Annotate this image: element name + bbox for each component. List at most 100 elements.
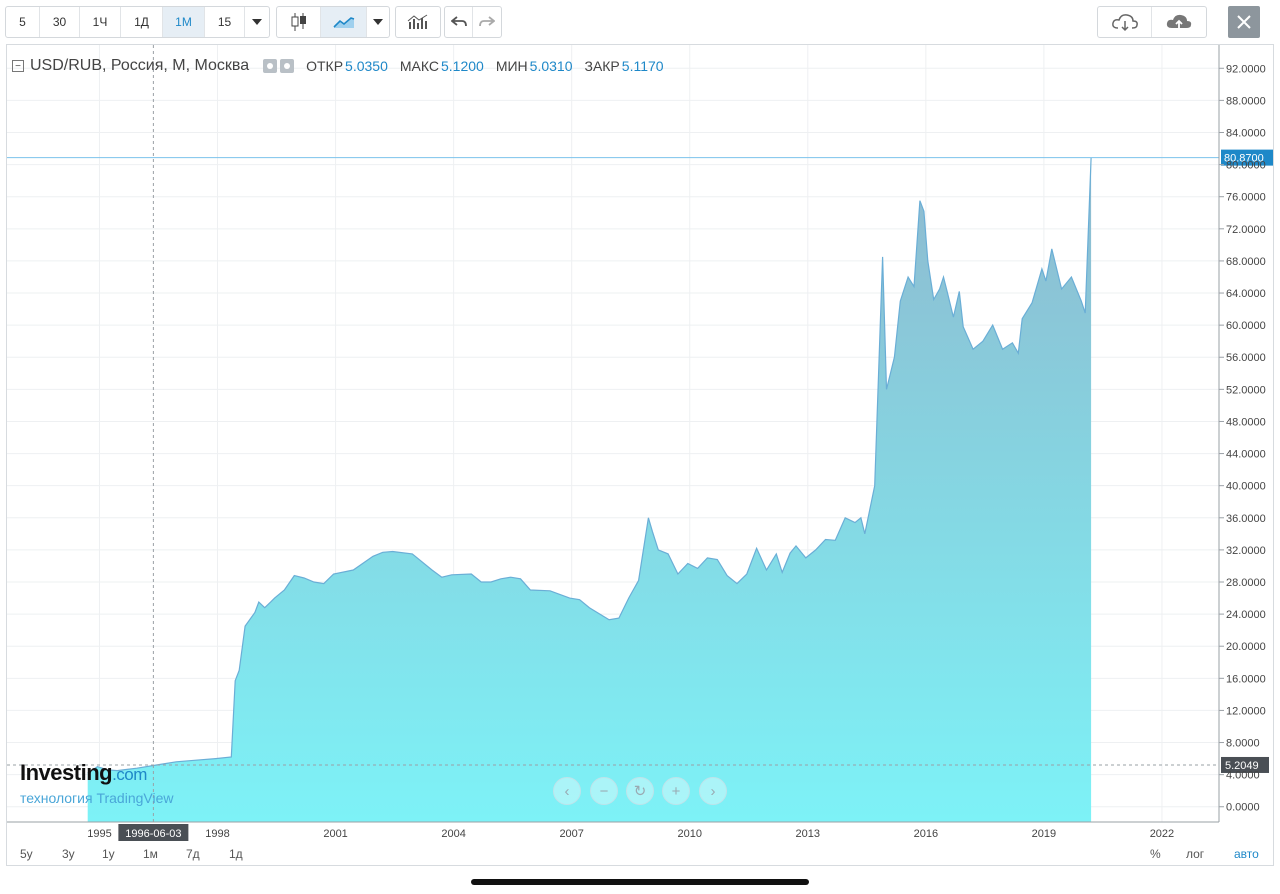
y-tick-label: 60.0000: [1226, 320, 1266, 332]
last-price-label: 80.8700: [1224, 153, 1264, 165]
range-1m[interactable]: 1м: [143, 847, 158, 861]
area-fill: [87, 157, 1092, 823]
range-7d[interactable]: 7д: [186, 847, 200, 861]
interval-1m[interactable]: 1М: [163, 7, 205, 37]
open-label: ОТКР: [306, 58, 344, 74]
interval-dropdown-button[interactable]: [245, 7, 269, 37]
y-tick-label: 56.0000: [1226, 352, 1266, 364]
collapse-legend-icon[interactable]: −: [12, 60, 24, 72]
chevron-left-icon: ‹: [564, 782, 570, 800]
cloud-upload-button[interactable]: [1152, 7, 1206, 37]
reset-icon: ↻: [633, 783, 647, 800]
plus-icon: +: [671, 782, 681, 800]
close-button[interactable]: [1228, 6, 1260, 38]
candlestick-icon: [291, 13, 306, 31]
caret-down-icon: [252, 19, 262, 25]
x-tick-label: 2010: [677, 828, 701, 840]
undo-button[interactable]: [445, 7, 473, 37]
interval-15[interactable]: 15: [205, 7, 245, 37]
y-tick-label: 0.0000: [1226, 802, 1260, 814]
close-label: ЗАКР: [584, 58, 620, 74]
y-tick-label: 12.0000: [1226, 705, 1266, 717]
y-tick-label: 20.0000: [1226, 641, 1266, 653]
logo-suffix: .com: [112, 765, 147, 784]
crosshair-date-badge: [118, 824, 189, 841]
indicators-group: [395, 6, 441, 38]
y-tick-label: 84.0000: [1226, 127, 1266, 139]
series-line: [87, 157, 1092, 774]
scroll-right-button[interactable]: ›: [699, 777, 727, 805]
settings-icon[interactable]: [280, 59, 295, 73]
cloud-download-button[interactable]: [1098, 7, 1152, 37]
chart-type-dropdown-button[interactable]: [367, 7, 389, 37]
cloud-upload-icon: [1166, 14, 1192, 30]
range-1d[interactable]: 1д: [229, 847, 243, 861]
percent-scale-button[interactable]: %: [1150, 847, 1161, 861]
low-value: 5.0310: [529, 58, 573, 74]
y-tick-label: 40.0000: [1226, 481, 1266, 493]
y-tick-label: 68.0000: [1226, 256, 1266, 268]
chevron-right-icon: ›: [710, 782, 716, 800]
history-group: [444, 6, 502, 38]
y-tick-label: 24.0000: [1226, 609, 1266, 621]
low-label: МИН: [495, 58, 528, 74]
last-price-badge: [1221, 149, 1273, 166]
y-tick-label: 80.0000: [1226, 160, 1266, 172]
interval-30[interactable]: 30: [40, 7, 80, 37]
y-tick-label: 72.0000: [1226, 224, 1266, 236]
chart-legend: − USD/RUB, Россия, М, Москва ОТКР 5.0350…: [12, 56, 664, 76]
zoom-out-button[interactable]: −: [590, 777, 618, 805]
y-tick-label: 88.0000: [1226, 95, 1266, 107]
area-chart-button[interactable]: [321, 7, 367, 37]
cloud-group: [1097, 6, 1207, 38]
minus-icon: −: [599, 782, 609, 800]
interval-5[interactable]: 5: [6, 7, 40, 37]
high-value: 5.1200: [440, 58, 484, 74]
y-tick-label: 4.0000: [1226, 770, 1260, 782]
chart-area[interactable]: [6, 44, 1274, 866]
crosshair-price-label: 5.2049: [1225, 760, 1259, 772]
indicators-icon: [407, 14, 428, 29]
range-3y[interactable]: 3y: [62, 847, 75, 861]
tradingview-credit: технология TradingView: [20, 790, 174, 806]
y-tick-label: 28.0000: [1226, 577, 1266, 589]
chart-type-group: [276, 6, 390, 38]
redo-button[interactable]: [473, 7, 501, 37]
y-tick-label: 16.0000: [1226, 673, 1266, 685]
symbol-title: USD/RUB, Россия, М, Москва: [30, 57, 250, 74]
range-5y[interactable]: 5y: [20, 847, 33, 861]
y-tick-label: 76.0000: [1226, 192, 1266, 204]
caret-down-icon: [373, 19, 383, 25]
range-1y[interactable]: 1y: [102, 847, 115, 861]
undo-icon: [450, 16, 467, 27]
open-value: 5.0350: [345, 58, 388, 74]
x-tick-label: 2019: [1032, 828, 1056, 840]
x-tick-label: 2016: [914, 828, 938, 840]
x-tick-label: 2001: [323, 828, 347, 840]
scroll-left-button[interactable]: ‹: [553, 777, 581, 805]
y-tick-label: 8.0000: [1226, 738, 1260, 750]
visibility-icon[interactable]: [263, 59, 278, 73]
interval-1h[interactable]: 1Ч: [80, 7, 121, 37]
close-icon: [1237, 15, 1251, 29]
redo-icon: [479, 16, 495, 27]
auto-scale-button[interactable]: авто: [1234, 847, 1259, 861]
candles-button[interactable]: [277, 7, 321, 37]
cloud-download-icon: [1111, 14, 1138, 32]
x-tick-label: 1998: [205, 828, 229, 840]
x-tick-label: 1995: [87, 828, 111, 840]
interval-1d[interactable]: 1Д: [121, 7, 163, 37]
y-tick-label: 52.0000: [1226, 384, 1266, 396]
x-tick-label: 2007: [559, 828, 583, 840]
y-tick-label: 32.0000: [1226, 545, 1266, 557]
zoom-in-button[interactable]: +: [662, 777, 690, 805]
indicators-button[interactable]: [396, 7, 440, 37]
close-value: 5.1170: [621, 58, 664, 74]
y-tick-label: 48.0000: [1226, 416, 1266, 428]
reset-button[interactable]: ↻: [626, 777, 654, 805]
range-bar: 5y 3y 1y 1м 7д 1д % лог авто: [6, 842, 1274, 866]
home-indicator: [471, 879, 809, 885]
y-tick-label: 92.0000: [1226, 63, 1266, 75]
log-scale-button[interactable]: лог: [1186, 847, 1205, 861]
